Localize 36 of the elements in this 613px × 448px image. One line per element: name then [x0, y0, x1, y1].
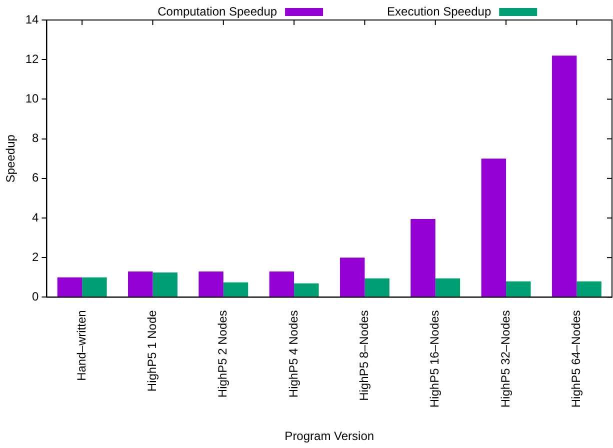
- y-tick-label: 4: [32, 210, 40, 224]
- x-tick-label: HighP5 16–Nodes: [428, 310, 442, 408]
- bar: [364, 278, 390, 297]
- y-tick-label: 2: [32, 250, 40, 264]
- x-tick-label: HighP5 64–Nodes: [568, 310, 583, 408]
- y-tick-label: 8: [32, 131, 40, 146]
- bar: [128, 271, 153, 297]
- x-tick-label: HighP5 8–Nodes: [357, 310, 372, 401]
- y-tick-label: 12: [25, 52, 40, 66]
- y-tick-label: 14: [25, 12, 40, 26]
- bar: [223, 282, 248, 297]
- bar: [435, 278, 460, 297]
- bar: [57, 277, 82, 297]
- bar: [269, 271, 294, 297]
- y-tick-label: 0: [32, 290, 40, 304]
- x-tick-label: HighP5 1 Node: [145, 310, 160, 392]
- bar: [506, 281, 531, 297]
- bar: [82, 277, 107, 297]
- bar: [152, 272, 178, 297]
- legend-label: Execution Speedup: [387, 4, 492, 18]
- y-tick-label: 10: [25, 92, 40, 106]
- bar: [552, 56, 577, 297]
- y-tick-label: 6: [32, 170, 40, 185]
- bar: [340, 258, 365, 297]
- y-axis-title: Speedup: [4, 134, 18, 183]
- bar: [481, 158, 506, 297]
- bar: [410, 218, 436, 297]
- x-tick-label: HighP5 32–Nodes: [498, 310, 512, 408]
- legend-label: Computation Speedup: [158, 4, 278, 18]
- bar: [198, 271, 224, 297]
- x-tick-label: HighP5 4 Nodes: [286, 310, 300, 398]
- x-tick-label: HighP5 2 Nodes: [216, 310, 230, 398]
- x-axis-title: Program Version: [284, 429, 374, 444]
- bar: [294, 283, 319, 297]
- bar: [576, 281, 602, 297]
- x-tick-label: Hand–written: [74, 310, 88, 381]
